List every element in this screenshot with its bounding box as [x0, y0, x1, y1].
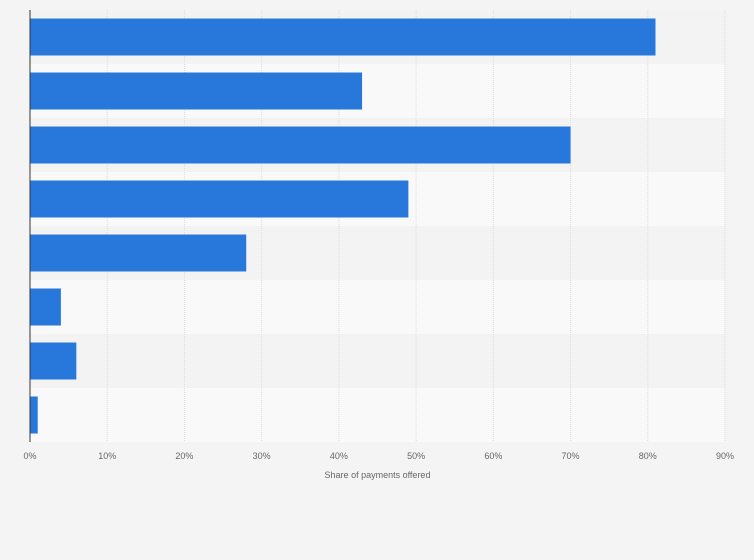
- bar[interactable]: [30, 180, 409, 218]
- category-band: [30, 280, 725, 334]
- bar[interactable]: [30, 126, 571, 164]
- bar[interactable]: [30, 288, 61, 326]
- category-band: [30, 334, 725, 388]
- bar[interactable]: [30, 396, 38, 434]
- x-tick-label: 80%: [639, 451, 657, 461]
- x-axis-title: Share of payments offered: [325, 470, 431, 480]
- x-tick-label: 60%: [484, 451, 502, 461]
- bar[interactable]: [30, 72, 363, 110]
- bar-group: [30, 18, 656, 434]
- bar[interactable]: [30, 342, 77, 380]
- bar[interactable]: [30, 18, 656, 56]
- x-tick-label: 30%: [253, 451, 271, 461]
- x-tick-label: 20%: [175, 451, 193, 461]
- x-tick-label: 40%: [330, 451, 348, 461]
- category-band: [30, 388, 725, 442]
- x-tick-label: 90%: [716, 451, 734, 461]
- x-tick-label: 0%: [23, 451, 36, 461]
- x-tick-label: 50%: [407, 451, 425, 461]
- x-tick-label: 70%: [562, 451, 580, 461]
- bar[interactable]: [30, 234, 247, 272]
- x-tick-label: 10%: [98, 451, 116, 461]
- x-tick-label-group: 0% 10% 20% 30% 40% 50% 60% 70% 80% 90%: [23, 451, 734, 461]
